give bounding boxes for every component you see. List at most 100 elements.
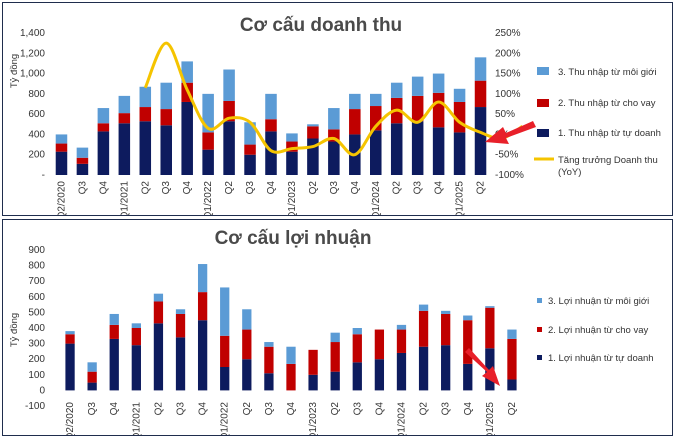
bar-series-2 xyxy=(220,335,230,367)
bar-series-1 xyxy=(65,343,75,391)
bar-series-3 xyxy=(97,108,110,124)
bar-series-2 xyxy=(453,101,466,133)
x-tick-label: Q3 xyxy=(245,181,256,195)
bar-series-2 xyxy=(286,363,296,391)
legend-label-series-2: 2. Lợi nhuận từ cho vay xyxy=(548,325,649,336)
x-tick-label: Q1/2025 xyxy=(485,402,496,435)
y-tick-label: 200 xyxy=(28,354,45,365)
bar-series xyxy=(55,57,487,175)
bar-series-2 xyxy=(286,141,298,152)
bar-series-1 xyxy=(97,131,110,175)
revenue-structure-panel: Cơ cấu doanh thu Tỷ đồng - 200 400 600 800 1,… xyxy=(2,2,673,216)
bar-series-3 xyxy=(418,304,429,311)
bar-series-3 xyxy=(160,82,172,110)
bar-series-1 xyxy=(411,121,424,175)
x-tick-label: Q2 xyxy=(224,181,235,195)
bar-series-2 xyxy=(396,329,407,353)
bar-series-1 xyxy=(330,371,340,391)
chart-title: Cơ cấu lợi nhuận xyxy=(215,228,372,249)
x-tick-label: Q1/2021 xyxy=(131,402,142,435)
x-axis-ticks: Q2/2020 Q3 Q4 Q1/2021 Q2 Q3 Q4 Q1/2022 Q2 Q3 Q4 Q1/… xyxy=(65,402,518,435)
x-tick-label: Q2 xyxy=(476,181,487,195)
y-tick-label: 800 xyxy=(28,89,45,100)
bar-series-2 xyxy=(223,100,235,122)
bar-series-1 xyxy=(352,362,362,391)
legend-swatch-series-2 xyxy=(537,99,549,107)
bar-series-1 xyxy=(181,101,193,175)
legend-line-text-2: (YoY) xyxy=(558,167,581,178)
bar-series-1 xyxy=(139,121,152,175)
x-tick-label: Q4 xyxy=(98,181,109,195)
y-tick-label: 0 xyxy=(39,385,45,396)
y-axis-ticks: - 200 400 600 800 1,000 1,200 1,400 xyxy=(20,28,45,181)
bar-series-2 xyxy=(202,132,214,150)
bar-series-3 xyxy=(264,342,274,347)
x-tick-label: Q3 xyxy=(329,181,340,195)
bar-series-1 xyxy=(87,382,97,391)
bar-series-2 xyxy=(242,329,252,360)
bar-series-2 xyxy=(175,313,186,338)
bar-series-1 xyxy=(396,352,407,391)
bar-series-1 xyxy=(432,127,445,175)
red-arrow xyxy=(465,348,500,386)
bar-series-3 xyxy=(286,346,296,364)
bar-series-3 xyxy=(223,69,235,101)
x-tick-label: Q1/2022 xyxy=(203,181,214,215)
x-tick-label: Q1/2022 xyxy=(220,402,231,435)
bar-series-2 xyxy=(418,310,429,347)
x-tick-label: Q1/2024 xyxy=(396,402,407,435)
bar-series-2 xyxy=(411,95,424,122)
bar-series-1 xyxy=(220,367,230,391)
bar-series-1 xyxy=(418,346,429,391)
x-tick-label: Q1/2021 xyxy=(119,181,130,215)
x-tick-label: Q3 xyxy=(176,402,187,416)
legend-swatch-series-1 xyxy=(537,355,542,360)
bar-series-2 xyxy=(349,109,361,135)
legend: 3. Thu nhập từ môi giới 2. Thu nhập từ c… xyxy=(534,67,661,178)
bar-series-3 xyxy=(474,57,487,81)
red-arrow xyxy=(485,121,536,144)
bar-series-2 xyxy=(507,338,517,380)
y-tick-label: 800 xyxy=(28,261,45,272)
bar-series-2 xyxy=(265,119,277,132)
x-tick-label: Q4 xyxy=(266,181,277,195)
bar-series-2 xyxy=(432,92,445,128)
y2-tick-label: 250% xyxy=(495,28,521,39)
bar-series-2 xyxy=(330,342,340,372)
y-axis-label: Tỷ đồng xyxy=(9,54,20,88)
x-tick-label: Q4 xyxy=(374,402,385,416)
bar-series-3 xyxy=(330,332,340,343)
x-axis-ticks: Q2/2020 Q3 Q4 Q1/2021 Q2 Q3 Q4 Q1/2022 Q2 Q3 Q4 Q1/… xyxy=(56,181,486,215)
bar-series-2 xyxy=(474,80,487,108)
bar-series-1 xyxy=(153,323,164,391)
x-tick-label: Q4 xyxy=(434,181,445,195)
bar-series-1 xyxy=(131,345,141,391)
legend-swatch-series-1 xyxy=(537,129,549,137)
x-tick-label: Q3 xyxy=(413,181,424,195)
y-tick-label: 1,000 xyxy=(20,69,45,80)
bar-series-3 xyxy=(65,331,75,335)
bar-series-2 xyxy=(139,107,152,122)
x-tick-label: Q2 xyxy=(140,181,151,195)
x-tick-label: Q2 xyxy=(153,402,164,416)
profit-structure-chart: Cơ cấu lợi nhuận Tỷ đồng -100 0 100 200 300 4… xyxy=(9,228,654,435)
legend-swatch-series-3 xyxy=(537,298,542,303)
bar-series-1 xyxy=(507,379,517,391)
y-tick-label: 900 xyxy=(28,245,45,256)
bar-series-2 xyxy=(374,329,385,360)
bar-series-3 xyxy=(396,324,407,330)
bar-series-3 xyxy=(139,86,152,108)
bar-series-1 xyxy=(374,359,385,391)
y2-tick-label: 50% xyxy=(495,109,515,120)
bar-series-1 xyxy=(242,359,252,391)
bar-series-1 xyxy=(109,338,119,391)
bar-series-1 xyxy=(286,151,298,175)
legend-label-series-3: 3. Thu nhập từ môi giới xyxy=(558,67,657,78)
bar-series-3 xyxy=(153,293,164,302)
bar-series-2 xyxy=(131,328,141,346)
x-tick-label: Q4 xyxy=(463,402,474,416)
bar-series-2 xyxy=(153,301,164,324)
y-tick-label: 200 xyxy=(28,150,45,161)
bar-series-2 xyxy=(76,157,89,164)
y-axis-label: Tỷ đồng xyxy=(9,313,20,347)
